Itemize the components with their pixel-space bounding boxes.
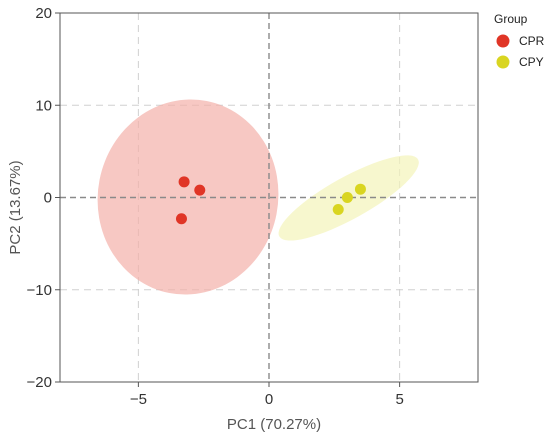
y-tick-label: 10: [35, 97, 52, 114]
point-cpr: [175, 213, 187, 225]
legend-label-cpy: CPY: [519, 55, 544, 69]
y-tick-label: −10: [27, 282, 52, 299]
legend-label-cpr: CPR: [519, 34, 545, 48]
legend-title: Group: [494, 12, 528, 26]
zero-lines: [60, 13, 478, 382]
point-cpy: [341, 192, 353, 203]
ellipse-cpr: [97, 99, 279, 295]
x-tick-label: 0: [265, 391, 273, 408]
y-tick-label: −20: [27, 374, 52, 391]
point-cpy: [332, 203, 344, 215]
x-axis-title: PC1 (70.27%): [227, 416, 321, 433]
point-cpy: [354, 183, 366, 195]
legend-swatch-cpr: [496, 34, 510, 48]
point-cpr: [178, 176, 190, 188]
y-tick-label: 0: [44, 190, 52, 207]
x-tick-label: −5: [130, 391, 147, 408]
legend-swatch-cpy: [496, 55, 510, 69]
data-points: [175, 176, 366, 225]
axis-ticks: −5 0 5 −20 −10 0 10 20: [27, 5, 404, 408]
y-tick-label: 20: [35, 5, 52, 22]
y-axis-title: PC2 (13.67%): [7, 160, 24, 254]
point-cpr: [194, 184, 206, 196]
legend: Group CPR CPY: [494, 12, 545, 69]
x-tick-label: 5: [395, 391, 403, 408]
